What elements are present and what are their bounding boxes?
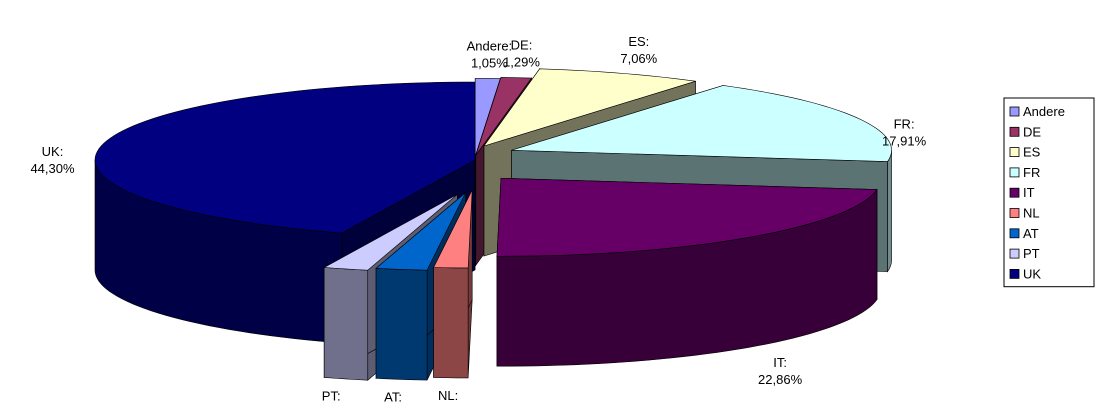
slice-it-top bbox=[496, 177, 878, 257]
label-de: DE: 1,29% bbox=[503, 38, 540, 70]
label-es-name: ES: bbox=[628, 34, 649, 49]
label-uk: UK: 44,30% bbox=[30, 144, 75, 176]
label-fr-value: 17,91% bbox=[882, 134, 927, 149]
slice-nl-top bbox=[433, 189, 473, 269]
legend-swatch-pt bbox=[1009, 248, 1020, 259]
label-andere-name: Andere: bbox=[467, 38, 513, 53]
label-at: AT:2,17% bbox=[375, 389, 412, 403]
slice-es-top bbox=[483, 68, 696, 147]
slice-it bbox=[496, 177, 878, 367]
slice-fr-side bbox=[887, 150, 892, 273]
legend-label-at: AT bbox=[1023, 226, 1039, 241]
label-pt: PT:1,91% bbox=[313, 389, 350, 403]
label-es-value: 7,06% bbox=[620, 51, 657, 66]
slice-fr-top bbox=[511, 85, 892, 162]
label-it: IT: 22,86% bbox=[758, 355, 803, 387]
label-nl: NL:1,45% bbox=[430, 388, 467, 403]
legend-label-nl: NL bbox=[1023, 206, 1040, 221]
slice-pt-top bbox=[323, 194, 458, 271]
legend-label-de: DE bbox=[1023, 124, 1041, 139]
label-uk-name: UK: bbox=[42, 144, 64, 159]
slice-uk-top bbox=[94, 81, 476, 234]
slice-labels: Andere: 1,05%DE: 1,29% ES: 7,06% FR: 17,91% IT:… bbox=[30, 34, 926, 403]
label-fr: FR: 17,91% bbox=[882, 117, 927, 149]
label-uk-value: 44,30% bbox=[30, 161, 75, 176]
legend-label-pt: PT bbox=[1023, 246, 1040, 261]
label-de-value: 1,29% bbox=[503, 55, 540, 70]
label-andere-value: 1,05% bbox=[471, 55, 508, 70]
slice-at-side bbox=[375, 268, 428, 381]
legend-swatch-fr bbox=[1009, 167, 1020, 178]
legend-label-uk: UK bbox=[1023, 266, 1041, 281]
label-andere: Andere: 1,05% bbox=[467, 38, 513, 70]
slice-pt-side bbox=[323, 267, 369, 381]
legend-label-es: ES bbox=[1023, 145, 1041, 160]
legend-swatch-es bbox=[1009, 147, 1020, 158]
legend-swatch-uk bbox=[1009, 268, 1020, 279]
legend-swatch-nl bbox=[1009, 208, 1020, 218]
label-nl-name: NL: bbox=[438, 388, 458, 403]
legend-label-andere: Andere bbox=[1023, 104, 1065, 119]
legend-swatch-de bbox=[1009, 126, 1020, 137]
legend: Andere DE ES FR IT NL AT PT UK bbox=[1003, 97, 1095, 288]
legend-swatch-at bbox=[1009, 228, 1020, 239]
legend-label-it: IT bbox=[1023, 185, 1035, 200]
label-it-value: 22,86% bbox=[758, 372, 803, 387]
label-pt-name: PT: bbox=[322, 389, 341, 403]
label-it-name: IT: bbox=[773, 355, 787, 370]
label-es: ES: 7,06% bbox=[620, 34, 657, 66]
slice-de-top bbox=[475, 77, 533, 156]
slice-nl-side bbox=[433, 267, 469, 379]
legend-swatch-it bbox=[1009, 187, 1020, 198]
pie-slices bbox=[94, 67, 892, 381]
label-at-name: AT: bbox=[384, 389, 402, 403]
label-fr-name: FR: bbox=[894, 117, 915, 132]
legend-label-fr: FR bbox=[1023, 165, 1040, 180]
slice-nl bbox=[433, 189, 473, 379]
legend-swatch-andere bbox=[1009, 106, 1020, 117]
slice-at-top bbox=[375, 192, 466, 271]
label-de-name: DE: bbox=[511, 38, 533, 53]
